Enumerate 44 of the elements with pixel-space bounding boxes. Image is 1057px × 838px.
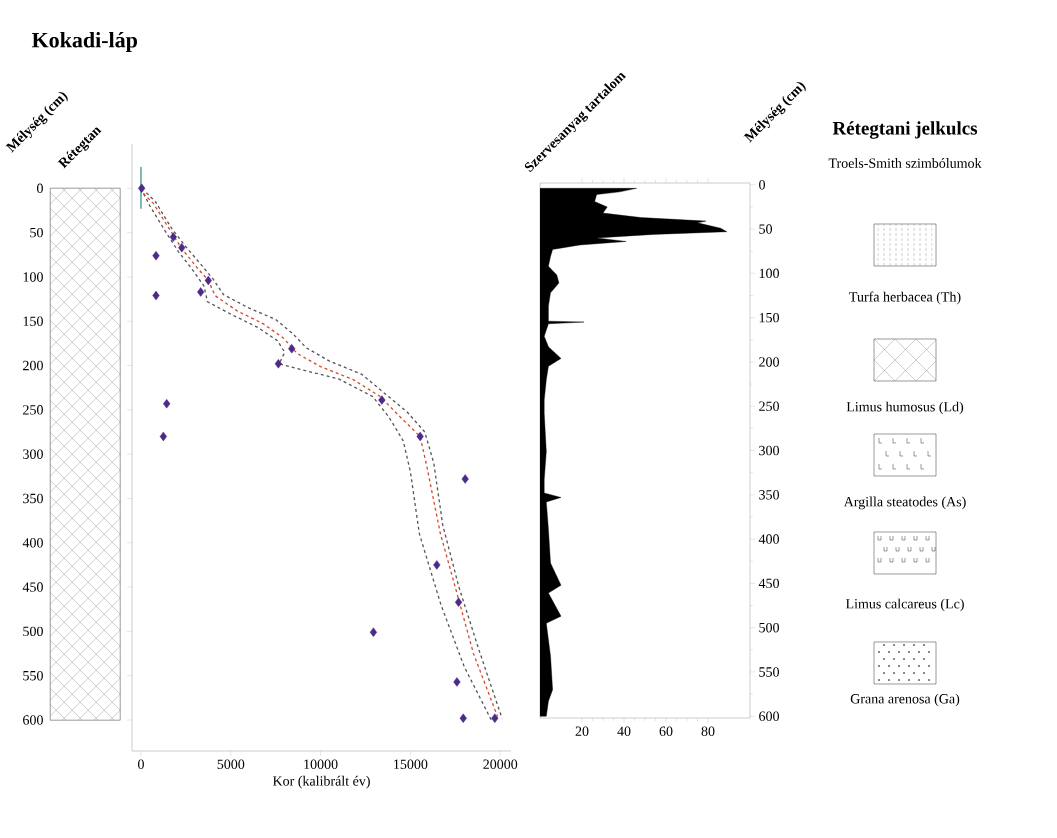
y-tick-label: 300	[759, 445, 779, 456]
x-tick-label: 80	[701, 726, 715, 736]
y-tick-label: 150	[759, 312, 779, 323]
y-tick-label: 100	[23, 272, 43, 282]
category-label: Turfa herbacea (Th)	[849, 291, 961, 305]
x-tick-label: 15000	[394, 759, 428, 769]
x-tick-label: 10000	[304, 759, 338, 769]
y-tick-label: 600	[23, 715, 43, 725]
x-tick-label: 5000	[217, 759, 245, 769]
y-tick-label: 50	[30, 227, 43, 238]
category-label: Limus humosus (Ld)	[846, 401, 964, 415]
y-tick-label: 600	[759, 711, 779, 721]
category-label: Argilla steatodes (As)	[843, 496, 966, 510]
y-tick-label: 200	[759, 357, 779, 367]
y-tick-label: 450	[758, 578, 779, 589]
x-tick-label: 20	[575, 726, 589, 736]
y-tick-label: 450	[22, 582, 43, 592]
y-tick-label: 300	[23, 449, 43, 459]
y-tick-label: 250	[23, 405, 43, 415]
y-tick-label: 350	[23, 493, 43, 504]
chart-title: Kokadi-láp	[31, 32, 138, 52]
y-tick-label: 400	[758, 534, 779, 544]
x-axis-title: Kor (kalibrált év)	[272, 775, 370, 789]
x-tick-label: 60	[659, 726, 673, 736]
y-tick-label: 0	[37, 183, 43, 194]
y-tick-label: 500	[23, 626, 43, 637]
y-tick-label: 400	[22, 538, 43, 548]
y-tick-label: 150	[23, 316, 43, 326]
text: Troels-Smith szimbólumok	[828, 158, 982, 168]
y-tick-label: 550	[759, 667, 779, 677]
y-tick-label: 200	[23, 360, 43, 371]
y-tick-label: 100	[759, 268, 779, 279]
y-tick-label: 250	[759, 401, 779, 411]
y-tick-label: 550	[23, 670, 43, 681]
y-tick-label: 350	[759, 490, 779, 500]
category-label: Limus calcareus (Lc)	[845, 598, 964, 612]
y-tick-label: 500	[759, 622, 779, 633]
y-tick-label: 0	[759, 180, 765, 190]
y-tick-label: 50	[759, 224, 772, 234]
x-tick-label: 0	[138, 759, 144, 769]
category-label: Grana arenosa (Ga)	[850, 693, 960, 707]
x-tick-label: 20000	[483, 759, 518, 769]
text: Rétegtani jelkulcs	[832, 121, 978, 139]
x-tick-label: 40	[617, 726, 631, 736]
